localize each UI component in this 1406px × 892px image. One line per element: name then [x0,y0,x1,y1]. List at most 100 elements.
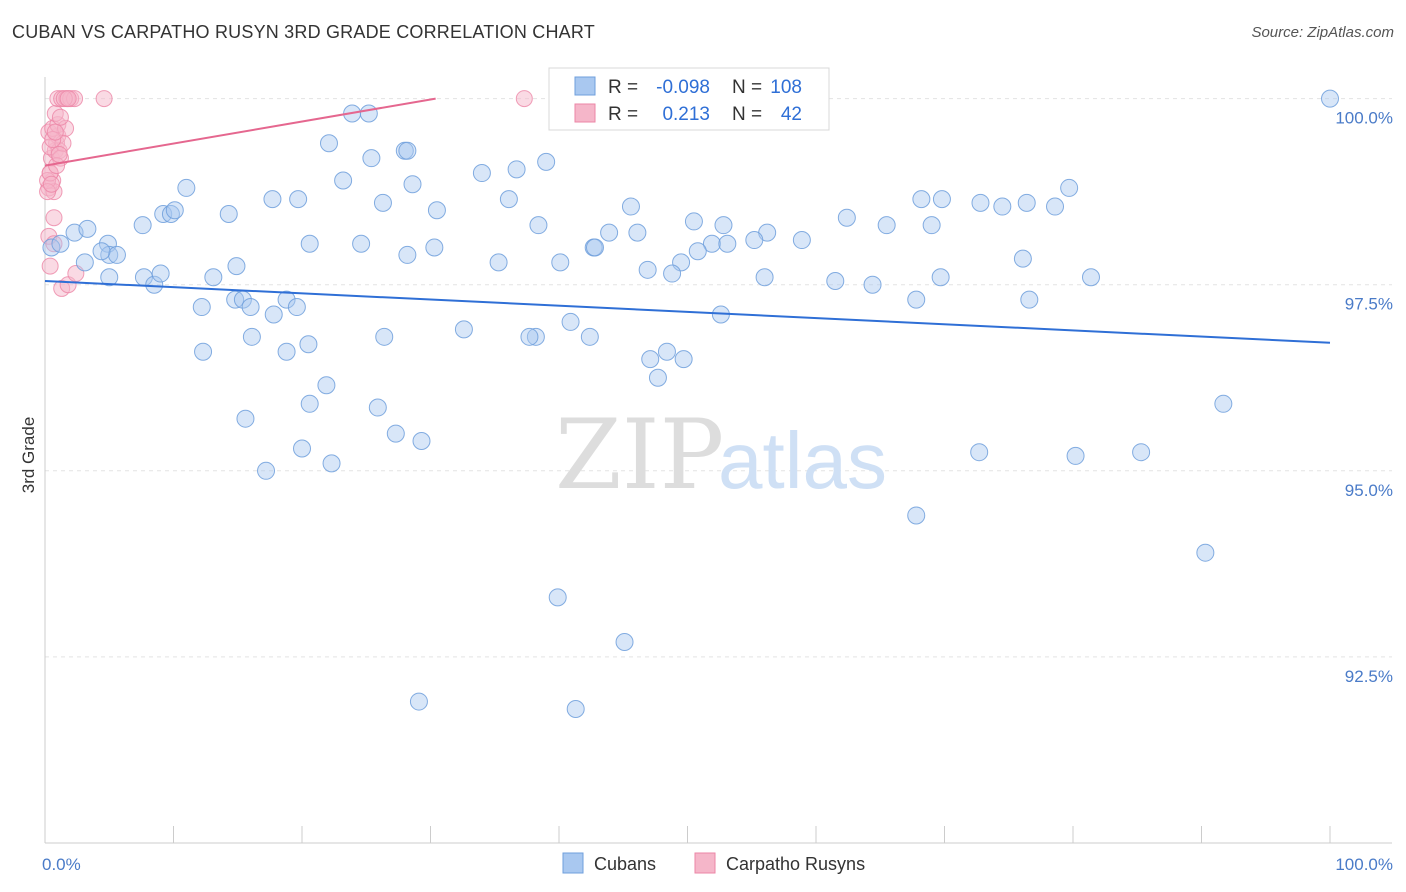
point-cubans-49 [75,253,94,272]
correlation-legend: R = -0.098 N = 108 R = 0.213 N = 42 [548,67,830,131]
point-cubans-13 [219,204,238,223]
point-cubans-14 [263,190,282,209]
y-axis-label: 3rd Grade [19,417,38,494]
bottom-label-carpatho: Carpatho Rusyns [726,854,865,874]
point-cubans-6 [107,245,126,264]
point-carpatho-27 [45,209,63,227]
grid-lines [45,98,1392,658]
point-carpatho-29 [45,235,63,253]
point-cubans-73 [792,231,811,250]
point-carpatho-38 [50,145,68,163]
point-cubans-95 [674,350,693,369]
point-cubans-108 [386,424,405,443]
point-cubans-33 [702,234,721,253]
point-cubans-25 [427,201,446,220]
legend-r-label-1: R = [608,77,638,98]
point-cubans-65 [551,253,570,272]
watermark: ZIP atlas [555,399,887,511]
point-cubans-19 [359,104,378,123]
point-cubans-26 [472,164,491,183]
point-cubans-99 [368,398,387,417]
point-cubans-20 [362,149,381,168]
legend-swatch-carpatho [574,103,596,123]
point-cubans-64 [529,216,548,235]
point-cubans-61 [398,245,417,264]
point-cubans-54 [192,298,211,317]
point-cubans-50 [100,268,119,287]
point-cubans-72 [755,268,774,287]
y-tick-label-1: 95.0% [1345,481,1393,500]
point-cubans-118 [566,700,585,719]
y-tick-label-0: 92.5% [1345,667,1393,686]
point-cubans-96 [194,342,213,361]
y-tick-labels: 92.5% 95.0% 97.5% 100.0% [1335,109,1393,686]
point-cubans-7 [92,242,111,261]
point-cubans-114 [1196,543,1215,562]
point-cubans-98 [300,394,319,413]
point-cubans-55 [204,268,223,287]
source-credit: Source: ZipAtlas.com [1251,24,1394,41]
trend-line-carpatho [44,97,436,167]
point-cubans-90 [580,327,599,346]
bottom-label-cubans: Cubans [594,854,656,874]
legend-r-value-1: -0.098 [656,77,710,98]
point-cubans-89 [561,312,580,331]
point-cubans-79 [1020,290,1039,309]
point-cubans-67 [600,223,619,242]
point-cubans-17 [334,171,353,190]
point-cubans-103 [293,439,311,458]
point-cubans-113 [1132,443,1151,462]
chart-title: CUBAN VS CARPATHO RUSYN 3RD GRADE CORREL… [12,22,595,42]
point-cubans-105 [548,588,567,607]
point-cubans-78 [1013,249,1032,268]
point-cubans-69 [688,242,707,261]
axes [44,77,1392,844]
point-cubans-80 [1081,268,1100,287]
point-carpatho-41 [51,108,69,126]
bottom-swatch-cubans [562,852,584,874]
point-cubans-85 [299,335,318,354]
bottom-swatch-carpatho [694,852,716,874]
point-cubans-109 [970,443,989,462]
point-cubans-16 [319,134,338,153]
point-cubans-27 [499,190,518,209]
point-cubans-43 [971,193,990,212]
point-carpatho-34 [515,90,533,108]
point-cubans-110 [907,506,926,525]
point-cubans-3 [78,219,97,238]
point-cubans-23 [403,175,422,194]
series-cubans [42,89,1339,719]
x-tick-label-1: 100.0% [1335,855,1393,874]
point-cubans-8 [133,216,152,235]
point-cubans-60 [352,234,371,253]
point-cubans-42 [922,216,941,235]
point-cubans-41 [912,190,931,209]
watermark-atlas: atlas [718,416,887,505]
legend-n-value-1: 108 [770,77,802,98]
point-cubans-68 [638,260,657,279]
point-cubans-21 [373,193,392,212]
point-carpatho-23 [95,90,113,108]
point-cubans-107 [412,432,431,451]
point-cubans-24 [398,141,417,160]
legend-swatch-cubans [574,76,596,96]
legend-r-value-2: 0.213 [662,104,710,125]
legend-n-value-2: 42 [781,104,802,125]
legend-r-label-2: R = [608,104,638,125]
x-tick-label-0: 0.0% [42,855,81,874]
point-cubans-111 [1214,394,1233,413]
series-carpatho-rusyns [39,90,533,297]
point-cubans-0 [42,238,61,257]
legend-n-label-2: N = [732,104,762,125]
point-cubans-71 [745,231,764,250]
point-cubans-115 [257,461,276,480]
point-cubans-34 [714,216,733,235]
point-cubans-37 [718,234,737,253]
point-cubans-53 [151,264,170,283]
point-cubans-36 [684,212,703,231]
point-cubans-15 [289,190,308,209]
point-cubans-48 [932,190,951,209]
point-cubans-106 [520,327,539,346]
y-tick-label-2: 97.5% [1345,295,1393,314]
